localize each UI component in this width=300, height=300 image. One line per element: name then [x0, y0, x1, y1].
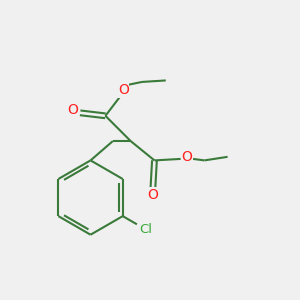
Text: O: O [148, 188, 158, 202]
Text: Cl: Cl [140, 223, 152, 236]
Text: O: O [118, 83, 129, 97]
Text: O: O [182, 150, 193, 164]
Text: O: O [67, 103, 78, 118]
